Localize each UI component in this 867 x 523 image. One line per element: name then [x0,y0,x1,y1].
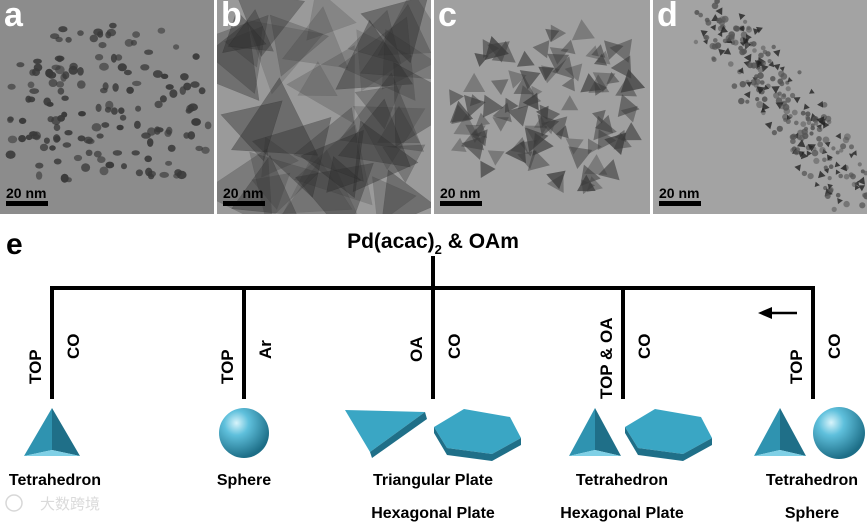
tetrahedron-icon [754,408,806,456]
hexagonal-plate-icon [625,409,712,461]
product-label: Triangular Plate [373,472,493,489]
tem-panel-d: d 20 nm [653,0,867,214]
product-label: Tetrahedron [9,472,101,489]
condition-label: TOP [218,349,237,384]
scale-bar: 20 nm [223,186,265,206]
condition-label: CO [445,334,464,360]
tem-panel-c: c 20 nm [434,0,650,214]
panel-label: c [438,0,457,34]
panel-label: a [4,0,23,34]
scale-bar-label: 20 nm [440,185,481,201]
tem-panel-b: b 20 nm [217,0,431,214]
product-label: Tetrahedron [576,472,668,489]
tem-image-b [217,0,431,214]
product-label: Sphere [785,505,839,522]
watermark: 大数跨境 [5,494,100,513]
condition-label: Ar [256,340,275,359]
arrow-icon [758,307,797,319]
tem-image-a [0,0,214,214]
panel-label: b [221,0,242,34]
product-label: Hexagonal Plate [560,505,684,522]
tetrahedron-icon [24,408,80,456]
scale-bar-label: 20 nm [659,185,700,201]
sphere-icon [219,408,269,458]
scale-bar: 20 nm [6,186,48,206]
condition-label: CO [825,334,844,360]
product-label: Hexagonal Plate [371,505,495,522]
scale-bar-label: 20 nm [6,185,47,201]
hexagonal-plate-icon [434,409,521,461]
tem-image-c [434,0,650,214]
tetrahedron-icon [569,408,621,456]
reaction-tree [50,256,815,399]
condition-label: TOP [26,349,45,384]
synthesis-diagram: e Pd(acac)2 & OAm TOP CO TOP Ar OA CO TO… [5,228,865,522]
condition-label: TOP [787,349,806,384]
condition-label: CO [635,334,654,360]
scale-bar-label: 20 nm [223,185,264,201]
scale-bar: 20 nm [659,186,701,206]
watermark-text: 大数跨境 [40,495,100,513]
product-label: Tetrahedron [766,472,858,489]
sphere-icon [813,407,865,459]
triangular-plate-icon [345,410,427,458]
panel-label-e: e [6,228,23,261]
tem-image-d [653,0,867,214]
panel-label: d [657,0,678,34]
precursor-label: Pd(acac)2 & OAm [347,230,519,257]
tem-panel-a: a 20 nm [0,0,214,214]
condition-label: CO [64,334,83,360]
condition-label: OA [407,337,426,363]
product-label: Sphere [217,472,271,489]
condition-label: TOP & OA [597,317,616,399]
scale-bar: 20 nm [440,186,482,206]
